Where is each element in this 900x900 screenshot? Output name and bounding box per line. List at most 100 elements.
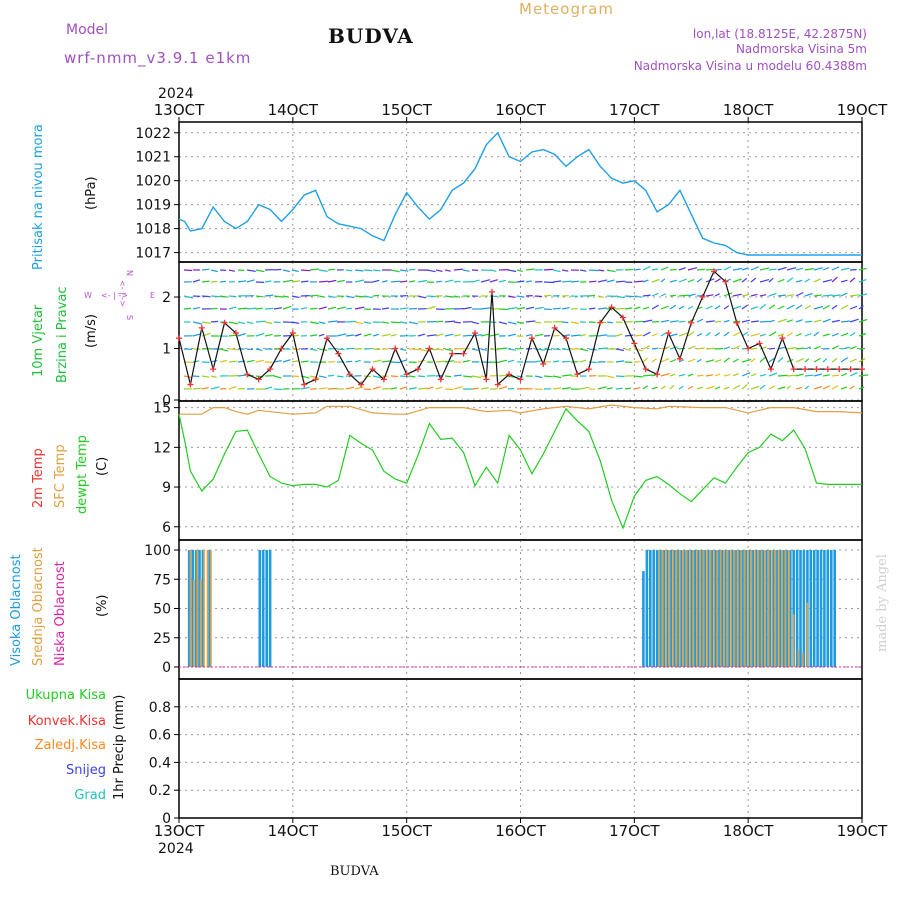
wind-vector [741, 319, 750, 323]
wind-vector [327, 279, 337, 283]
wind-speed-marker [517, 376, 524, 383]
y-tick-label: 1022 [135, 126, 171, 142]
wind-vector [822, 279, 833, 283]
cloud-high-bar [683, 550, 686, 667]
wind-vector [606, 375, 615, 379]
wind-vector [372, 375, 382, 379]
wind-speed-marker [859, 366, 865, 373]
cloud-mid-bar [792, 614, 795, 667]
wind-vector [201, 375, 210, 378]
wind-vector [534, 321, 541, 324]
wind-vector [498, 386, 508, 390]
wind-vector [192, 387, 202, 390]
wind-vector [831, 276, 838, 283]
x-tick-label-top: 16OCT [495, 101, 546, 119]
wind-vector [660, 358, 670, 363]
wind-vector [705, 385, 715, 390]
wind-vector [228, 386, 237, 390]
wind-vector [417, 333, 426, 337]
wind-speed-marker [176, 335, 182, 342]
wind-vector [291, 321, 300, 324]
x-tick-label-bottom: 13OCT [154, 822, 205, 840]
wind-vector [786, 385, 792, 390]
cloud-high-bar [802, 550, 806, 667]
cloud-mid-bar [713, 550, 715, 667]
wind-vector [588, 280, 597, 283]
cloud-high-bar [789, 550, 792, 667]
wind-vector [507, 359, 515, 363]
cloud-mid-bar [675, 550, 678, 667]
wind-speed-marker [483, 376, 490, 383]
wind-vector [399, 348, 407, 352]
wind-vector [579, 269, 587, 272]
precip-label-snijeg: Snijeg [66, 763, 106, 778]
wind-speed-marker [449, 350, 456, 357]
wind-vector [840, 320, 850, 323]
cloud-unit: (%) [95, 595, 110, 618]
wind-vector [444, 295, 455, 298]
wind-vector [183, 269, 193, 272]
wind-speed-marker [574, 371, 581, 378]
wind-vector [858, 374, 869, 377]
cloud-high-bar [748, 550, 751, 667]
wind-vector [363, 321, 372, 324]
wind-vector [480, 279, 491, 283]
wind-vector [498, 374, 508, 377]
cloud-high-bar [758, 550, 761, 667]
wind-vector [606, 387, 613, 390]
wind-vector [795, 373, 804, 377]
wind-vector [849, 294, 860, 297]
wind-vector [642, 357, 648, 363]
cloud-high-bar [662, 550, 666, 667]
wind-vector [534, 295, 543, 298]
cloud-mid-bar [744, 550, 746, 667]
wind-vector [588, 307, 596, 310]
cloud-mid-bar [689, 550, 691, 667]
wind-vector [849, 305, 858, 310]
wind-vector [804, 320, 813, 323]
cloud-labels: Visoka Oblacnost Srednja Oblacnost Niska… [9, 547, 110, 666]
wind-label-1: 10m Vjetar [31, 304, 46, 377]
wind-speed-marker [244, 371, 251, 378]
wind-speed-marker [654, 371, 661, 378]
wind-vector [786, 346, 797, 350]
wind-vector [804, 267, 815, 271]
wind-vector [633, 295, 642, 298]
wind-speed-marker [665, 330, 672, 337]
wind-vector [201, 387, 209, 390]
wind-vector [210, 280, 218, 283]
wind-vector [480, 333, 489, 337]
wind-vector [534, 333, 544, 337]
wind-vector [759, 333, 766, 337]
wind-vector [309, 375, 320, 379]
cloud-mid-bar [668, 550, 671, 667]
cloud-label-low: Niska Oblacnost [53, 561, 68, 666]
dewpt-temp-line [178, 407, 862, 530]
wind-vector [210, 375, 217, 378]
wind-vector [804, 332, 812, 337]
wind-vector [687, 345, 696, 350]
wind-vector [732, 384, 741, 390]
wind-vector [696, 333, 703, 337]
model-altitude-text: Nadmorska Visina u modelu 60.4388m [634, 59, 867, 73]
wind-vector [246, 348, 254, 351]
cloud-mid-bar [774, 550, 777, 667]
wind-vector [579, 386, 590, 390]
cloud-high-bar [782, 550, 785, 667]
cloud-mid-bar [685, 550, 688, 667]
wind-vector [633, 280, 644, 283]
y-tick-label: 0 [162, 811, 171, 827]
wind-vector [606, 269, 616, 273]
wind-vector [516, 307, 526, 310]
wind-vector [399, 386, 408, 390]
wind-vector [417, 279, 428, 283]
wind-vector [822, 333, 830, 337]
wind-vector [255, 332, 265, 337]
wind-vector [444, 375, 452, 378]
cloud-mid-bar [788, 550, 790, 667]
year-top: 2024 [158, 86, 194, 102]
wind-vector [237, 332, 246, 337]
wind-vector [255, 359, 265, 363]
wind-vector [678, 332, 688, 337]
wind-vector [615, 280, 626, 283]
